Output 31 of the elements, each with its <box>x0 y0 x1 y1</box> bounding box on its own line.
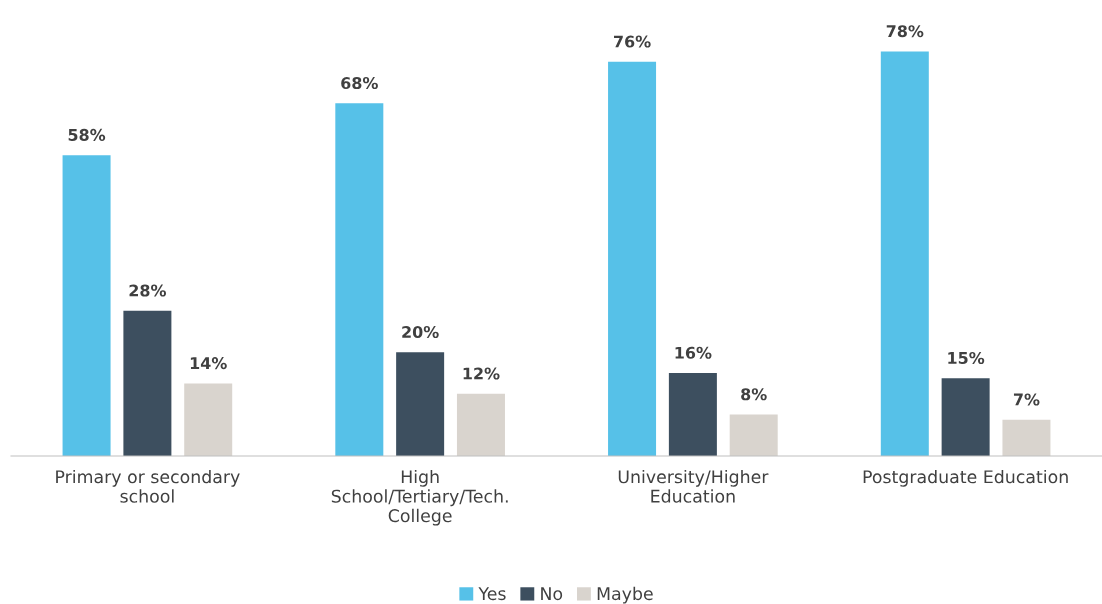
data-label: 15% <box>948 351 985 364</box>
bar <box>396 352 445 456</box>
bar <box>62 155 111 456</box>
data-label: 8% <box>741 388 767 401</box>
data-label: 76% <box>614 35 651 48</box>
bar <box>335 103 384 456</box>
bar <box>456 393 505 456</box>
bar <box>880 51 929 456</box>
x-tick-label: Primary or secondary school <box>56 469 240 503</box>
x-tick-label: University/Higher Education <box>618 469 769 503</box>
bar <box>1002 419 1051 456</box>
data-label: 7% <box>1013 393 1040 406</box>
bar <box>729 414 778 456</box>
bar <box>123 310 172 456</box>
x-tick-label: Postgraduate Education <box>863 469 1068 487</box>
data-label: 16% <box>675 346 712 359</box>
bar <box>668 373 717 456</box>
data-label: 68% <box>341 77 378 90</box>
legend-label: Maybe <box>597 586 653 604</box>
data-label: 28% <box>129 284 166 297</box>
bar <box>941 378 990 456</box>
data-label: 14% <box>190 357 227 370</box>
legend-label: No <box>541 587 563 601</box>
data-label: 78% <box>886 25 924 38</box>
data-label: 58% <box>68 128 106 141</box>
bar <box>184 383 233 456</box>
bar <box>608 61 657 456</box>
data-label: 20% <box>402 325 439 339</box>
data-label: 12% <box>463 367 500 380</box>
x-tick-label: High School/Tertiary/Tech. College <box>331 469 508 526</box>
legend-label: Yes <box>478 587 506 601</box>
